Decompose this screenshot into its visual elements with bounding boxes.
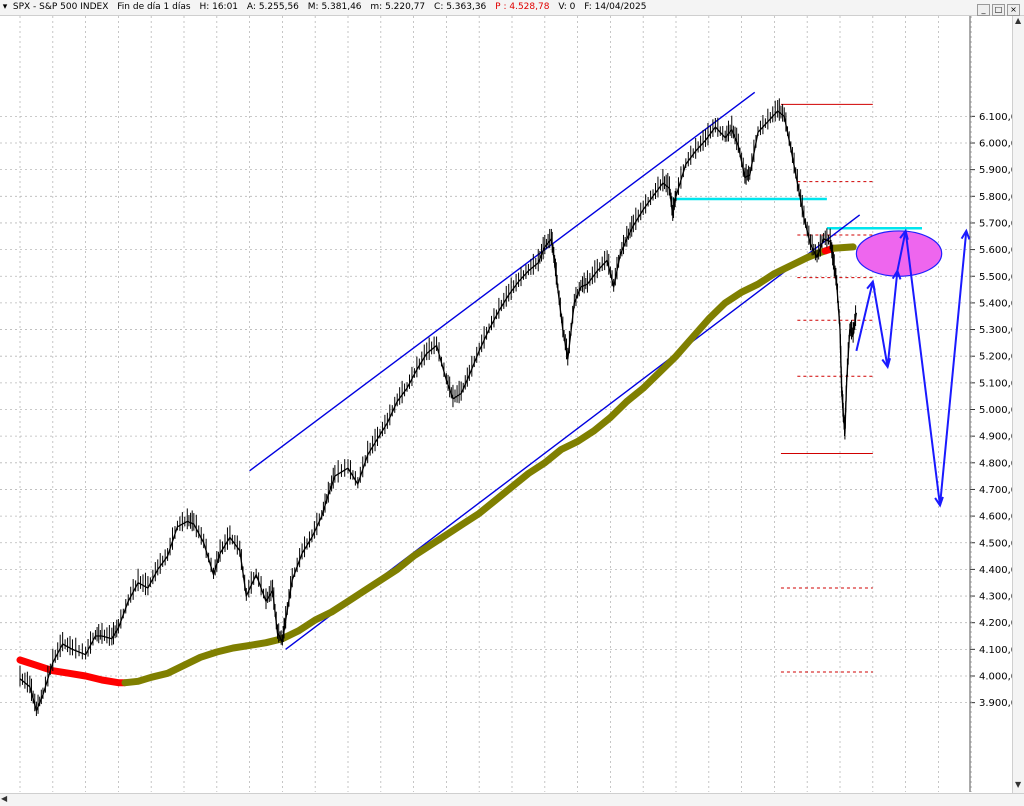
horizontal-scrollbar[interactable]: ◀ xyxy=(0,793,1024,806)
y-tick-label: 5.000,00 xyxy=(979,405,1024,416)
y-tick-label: 5.500,00 xyxy=(979,272,1024,283)
header-volume: V: 0 xyxy=(558,2,576,12)
ma-rising-segment xyxy=(121,247,829,687)
y-tick-label: 6.100,00 xyxy=(979,112,1024,123)
y-tick-label: 5.100,00 xyxy=(979,378,1024,389)
scroll-left-icon[interactable]: ◀ xyxy=(1,794,8,803)
projection-arrowhead xyxy=(960,228,971,240)
y-axis-labels: 3.900,00 4.000,00 4.100,00 4.200,00 4.300,00… xyxy=(979,112,1024,709)
projection-arrowhead xyxy=(891,268,902,280)
minimize-icon[interactable]: _ xyxy=(977,4,990,16)
header-pivot: P : 4.528,78 xyxy=(495,2,550,12)
y-tick-label: 5.700,00 xyxy=(979,218,1024,229)
ma-falling-segment xyxy=(16,656,129,687)
y-tick-label: 4.600,00 xyxy=(979,512,1024,523)
price-series xyxy=(19,98,858,717)
vertical-scrollbar[interactable]: ▲ ▼ xyxy=(1012,16,1024,793)
close-icon[interactable]: × xyxy=(1007,4,1020,16)
channel-upper-line xyxy=(249,91,756,472)
y-tick-label: 5.300,00 xyxy=(979,325,1024,336)
header-open: A: 5.255,56 xyxy=(246,2,299,12)
projection-arrowhead xyxy=(899,228,909,240)
price-line xyxy=(19,110,858,712)
y-tick-label: 5.200,00 xyxy=(979,352,1024,363)
y-tick-label: 4.200,00 xyxy=(979,618,1024,629)
header-period: Fin de día 1 días xyxy=(117,2,191,12)
header-symbol: SPX - S&P 500 INDEX xyxy=(12,2,109,12)
y-tick-label: 4.100,00 xyxy=(979,645,1024,656)
y-tick-label: 4.800,00 xyxy=(979,458,1024,469)
y-tick-label: 4.300,00 xyxy=(979,592,1024,603)
y-tick-label: 4.900,00 xyxy=(979,432,1024,443)
projection-arrowhead xyxy=(881,357,891,370)
scroll-up-icon[interactable]: ▲ xyxy=(1015,16,1022,25)
scroll-down-icon[interactable]: ▼ xyxy=(1015,780,1022,789)
y-tick-label: 4.700,00 xyxy=(979,485,1024,496)
y-tick-label: 4.500,00 xyxy=(979,538,1024,549)
header-low: m: 5.220,77 xyxy=(370,2,426,12)
y-tick-label: 5.800,00 xyxy=(979,192,1024,203)
y-tick-label: 4.000,00 xyxy=(979,672,1024,683)
header-close: C: 5.363,36 xyxy=(434,2,487,12)
projection-annotation xyxy=(855,228,971,508)
maximize-icon[interactable]: □ xyxy=(992,4,1005,16)
projection-arrowhead xyxy=(866,279,876,291)
y-tick-label: 5.900,00 xyxy=(979,165,1024,176)
y-tick-label: 4.400,00 xyxy=(979,565,1024,576)
y-tick-label: 5.400,00 xyxy=(979,298,1024,309)
header-menu-icon[interactable]: ▾ xyxy=(2,2,8,12)
y-tick-label: 5.600,00 xyxy=(979,245,1024,256)
trend-channel xyxy=(249,91,861,650)
ma-rising-end-segment xyxy=(829,243,857,252)
projection-arrowhead xyxy=(934,496,944,508)
chart-header: ▾ SPX - S&P 500 INDEX Fin de día 1 días … xyxy=(0,0,1024,16)
window-buttons: _ □ × xyxy=(975,2,1020,17)
moving-average xyxy=(16,243,857,687)
y-tick-label: 6.000,00 xyxy=(979,139,1024,150)
y-tick-label: 3.900,00 xyxy=(979,698,1024,709)
header-high: M: 5.381,46 xyxy=(307,2,362,12)
target-zone-ellipse xyxy=(855,230,943,277)
header-time: H: 16:01 xyxy=(199,2,239,12)
header-date: F: 14/04/2025 xyxy=(584,2,647,12)
